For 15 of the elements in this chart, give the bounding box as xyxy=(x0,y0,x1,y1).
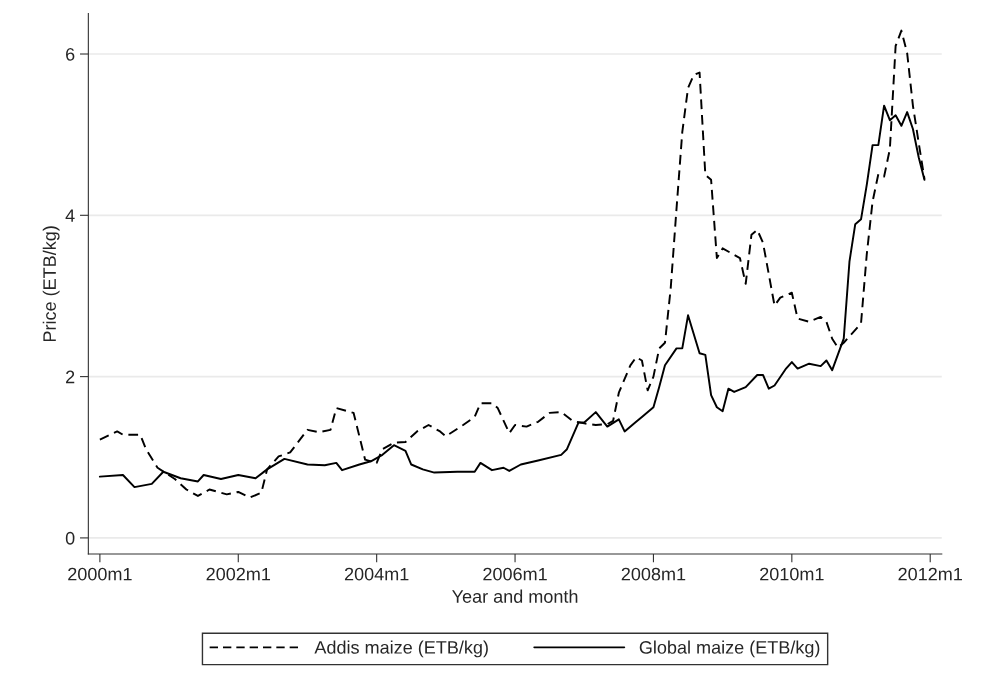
x-tick-label: 2010m1 xyxy=(760,567,824,581)
y-tick-label: 0 xyxy=(65,531,75,545)
y-tick-label: 6 xyxy=(66,47,75,61)
y-axis-title: Price (ETB/kg) xyxy=(42,226,60,342)
x-tick-label: 2012m1 xyxy=(898,567,962,581)
x-tick-label: 2008m1 xyxy=(621,567,686,581)
x-tick-label: 2000m1 xyxy=(68,567,132,581)
y-tick-label: 2 xyxy=(66,370,75,384)
x-tick-label: 2004m1 xyxy=(344,567,409,581)
x-tick-label: 2006m1 xyxy=(483,567,547,581)
x-tick-label: 2002m1 xyxy=(206,567,271,581)
y-tick-label: 4 xyxy=(65,209,75,222)
legend-label: Global maize (ETB/kg) xyxy=(639,640,820,658)
x-axis-title: Year and month xyxy=(452,589,578,603)
legend-label: Addis maize (ETB/kg) xyxy=(314,640,488,658)
